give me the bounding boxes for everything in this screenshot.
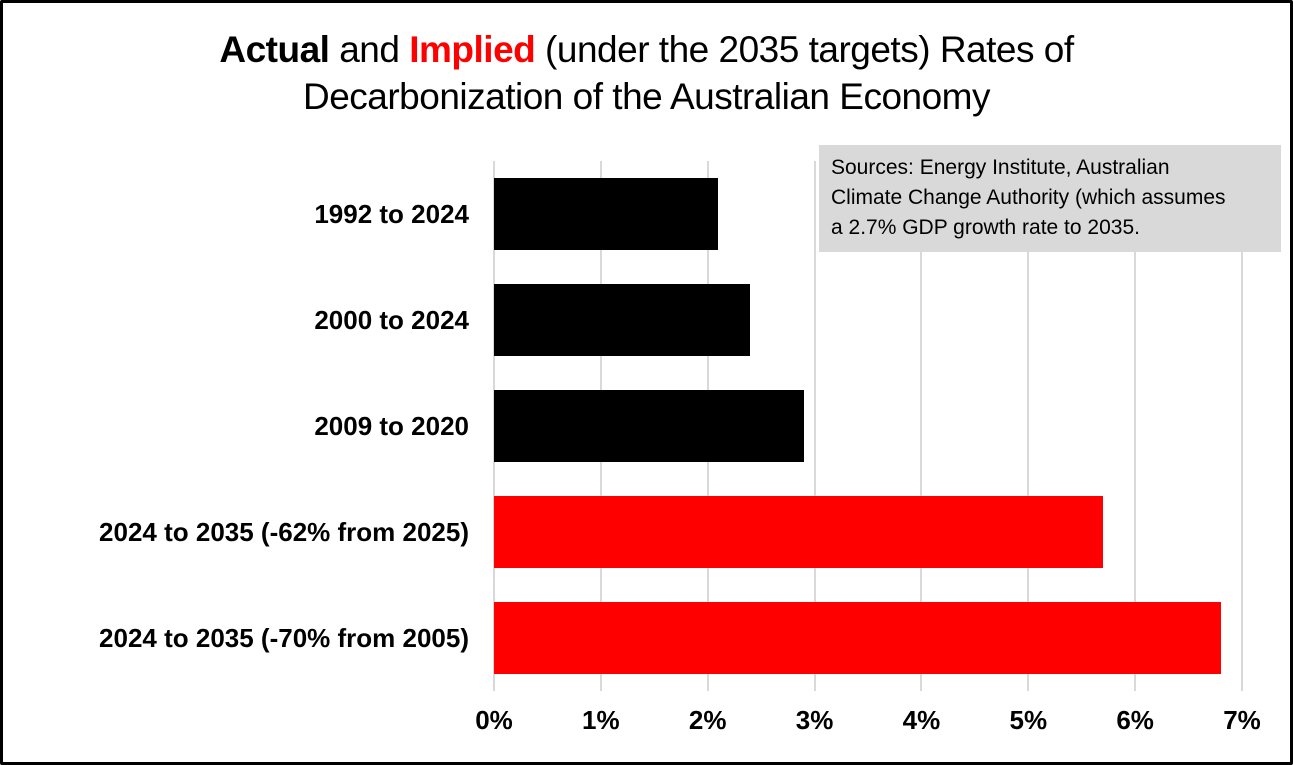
gridline — [1241, 161, 1243, 691]
chart-bar — [494, 496, 1104, 568]
gridline — [1027, 161, 1030, 691]
chart-bar — [494, 602, 1221, 674]
category-label: 2024 to 2035 (-70% from 2005) — [99, 622, 469, 653]
title-segment: Decarbonization of the Australian Econom… — [302, 75, 991, 117]
source-note: Sources: Energy Institute, Australian Cli… — [819, 145, 1281, 253]
category-label: 2009 to 2020 — [314, 410, 469, 441]
source-note-line: Climate Change Authority (which assumes — [831, 185, 1226, 209]
x-tick-label: 4% — [902, 705, 941, 735]
chart-bar — [494, 284, 751, 356]
bar-row — [494, 161, 1242, 267]
gridline — [813, 161, 816, 691]
x-tick-label: 1% — [582, 705, 620, 735]
x-tick-label: 5% — [1009, 705, 1048, 735]
bar-row — [494, 585, 1242, 691]
x-axis: 0% 1% 2% 3% 4% 5% 6% 7% — [475, 705, 1261, 745]
x-tick-label: 2% — [688, 705, 727, 735]
source-note-line: a 2.7% GDP growth rate to 2035. — [831, 215, 1140, 239]
bar-row — [494, 267, 1242, 373]
category-label: 2000 to 2024 — [314, 304, 469, 335]
category-label: 1992 to 2024 — [314, 198, 469, 229]
title-segment: Actual — [219, 29, 330, 70]
category-labels: 1992 to 2024 2000 to 2024 2009 to 2020 2024… — [3, 161, 482, 691]
bar-row — [494, 479, 1242, 585]
chart-title: Actual and Implied (under the 2035 targe… — [3, 27, 1290, 120]
title-segment: (under the 2035 targets) Rates of — [535, 29, 1074, 70]
category-label: 2024 to 2035 (-62% from 2025) — [99, 516, 469, 547]
chart-bar — [494, 390, 804, 462]
chart-bar — [494, 178, 719, 250]
plot-area — [493, 161, 1243, 691]
x-tick-label: 3% — [795, 705, 834, 735]
x-tick-label: 6% — [1116, 705, 1154, 735]
gridline — [920, 161, 923, 691]
title-segment: Implied — [409, 29, 536, 70]
x-tick-label: 7% — [1223, 705, 1261, 735]
x-tick-label: 0% — [475, 705, 513, 735]
gridline — [1134, 161, 1137, 691]
source-note-line: Sources: Energy Institute, Australian — [831, 156, 1170, 179]
title-segment: and — [329, 29, 410, 70]
bar-row — [494, 373, 1242, 479]
